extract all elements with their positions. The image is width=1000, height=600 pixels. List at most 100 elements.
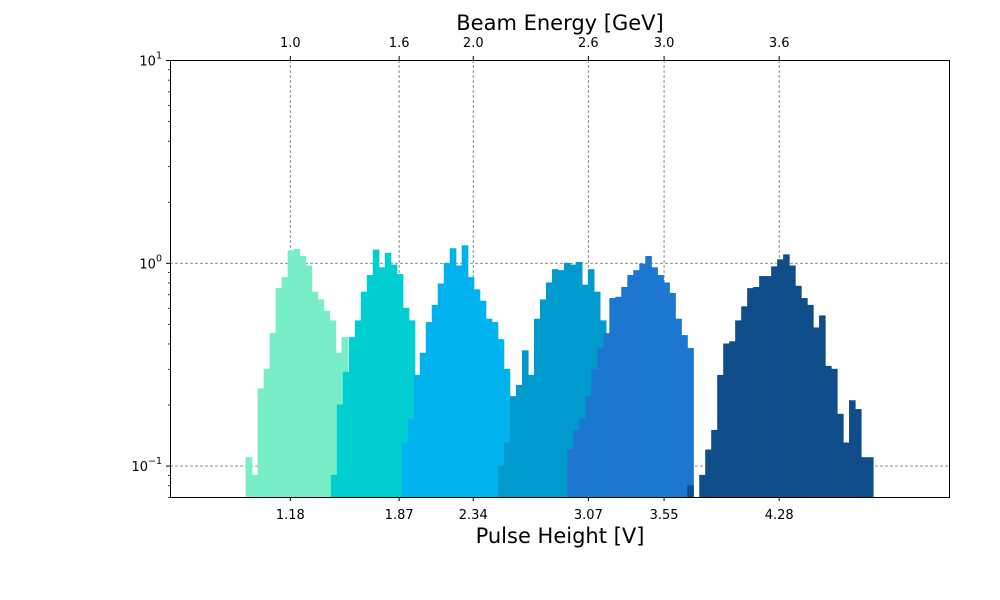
histogram-bar: [551, 269, 559, 497]
histogram-bar: [855, 409, 862, 497]
histogram-bar: [567, 449, 574, 497]
x-tick-label: 2.34: [459, 508, 488, 523]
histogram-bar: [299, 256, 307, 497]
histogram-bar: [396, 274, 404, 497]
histogram-bar: [401, 442, 409, 497]
histogram-bar: [311, 291, 319, 497]
histogram-bar: [317, 299, 325, 497]
histogram-bar: [378, 267, 386, 497]
top-tick-label: 2.0: [463, 36, 484, 51]
histogram-bar: [801, 298, 808, 497]
histogram-bar: [729, 341, 736, 497]
histogram-bar: [705, 449, 712, 497]
top-tick-label: 3.6: [769, 36, 790, 51]
histogram-bar: [581, 284, 589, 497]
histogram-bar: [563, 262, 571, 497]
histogram-bar: [557, 270, 565, 497]
histogram-bar: [687, 485, 694, 497]
histogram-bar: [281, 277, 289, 497]
histogram-bar: [771, 266, 778, 497]
y-tick-label: 101: [139, 51, 162, 70]
x-tick-label: 1.87: [385, 508, 414, 523]
histogram-series-1: [330, 249, 416, 497]
histogram-series-4: [567, 256, 694, 497]
histogram-bar: [366, 275, 374, 497]
histogram-bar: [807, 304, 814, 497]
y-tick-label: 10−1: [131, 456, 162, 475]
axis-ticks: 1.18 1.87 2.34 3.07 3.55 4.28 1.0 1.6 2.0 2.6 3.0 3…: [131, 36, 793, 523]
histogram-bar: [657, 275, 664, 497]
histogram-bar: [681, 335, 688, 497]
histogram-bar: [615, 296, 622, 497]
histogram-bar: [861, 457, 868, 497]
histogram-bar: [837, 413, 844, 497]
histogram-bar: [579, 418, 586, 497]
histogram-bar: [372, 249, 380, 497]
histogram-bar: [336, 404, 344, 497]
histogram-series-0: [245, 248, 361, 497]
histogram-bar: [663, 282, 670, 497]
plot-frame: [170, 60, 950, 498]
histogram-bar: [819, 315, 826, 497]
histogram-bar: [533, 318, 541, 497]
histogram-bar: [437, 283, 445, 497]
histogram-series-2: [401, 245, 511, 497]
histogram-series-3: [498, 261, 607, 497]
histogram-bar: [497, 339, 505, 497]
histogram-bar: [305, 265, 313, 497]
histogram-bar: [789, 265, 796, 497]
histogram-bar: [545, 282, 553, 497]
histogram-bar: [585, 396, 592, 497]
histogram-bar: [419, 352, 427, 497]
histogram-bar: [503, 442, 511, 497]
histogram-bar: [777, 259, 784, 497]
histogram-bars: [245, 245, 874, 497]
histogram-bar: [251, 474, 259, 497]
histogram-bar: [342, 371, 350, 497]
histogram-bar: [485, 318, 493, 497]
histogram-bar: [765, 276, 772, 497]
histogram-bar: [527, 374, 535, 497]
x-tick-label: 3.55: [650, 508, 679, 523]
histogram-bar: [687, 348, 694, 497]
histogram-bar: [275, 288, 283, 497]
histogram-bar: [354, 320, 362, 497]
histogram-bar: [843, 442, 850, 497]
histogram-bar: [449, 248, 457, 497]
top-axis-title: Beam Energy [GeV]: [456, 11, 663, 35]
histogram-bar: [747, 288, 754, 497]
top-tick-label: 3.0: [654, 36, 675, 51]
histogram-bar: [491, 322, 499, 497]
x-tick-label: 4.28: [765, 508, 794, 523]
histogram-bar: [413, 374, 421, 497]
grid-lines: [170, 60, 949, 497]
histogram-bar: [269, 333, 277, 497]
histogram-bar: [609, 298, 616, 497]
histogram-bar: [699, 474, 706, 497]
histogram-bar: [717, 374, 724, 497]
histogram-bar: [759, 276, 766, 497]
histogram-bar: [323, 310, 331, 497]
histogram-bar: [330, 474, 338, 497]
histogram-bar: [473, 289, 481, 497]
histogram-bar: [263, 368, 271, 497]
histogram-bar: [509, 396, 517, 497]
top-tick-label: 1.6: [389, 36, 410, 51]
histogram-bar: [360, 291, 368, 497]
histogram-bar: [539, 299, 547, 497]
histogram-bar: [603, 333, 610, 497]
histogram-bar: [402, 307, 410, 497]
histogram-bar: [503, 368, 511, 497]
histogram-bar: [633, 270, 640, 497]
top-tick-label: 1.0: [280, 36, 301, 51]
histogram-bar: [443, 262, 451, 497]
histogram-bar: [461, 245, 469, 497]
histogram-bar: [521, 350, 529, 497]
histogram-bar: [831, 368, 838, 497]
histogram-bar: [669, 292, 676, 497]
histogram-bar: [390, 264, 398, 497]
x-axis-title: Pulse Height [V]: [476, 524, 645, 548]
histogram-bar: [329, 320, 337, 497]
histogram-series-5: [687, 254, 874, 497]
